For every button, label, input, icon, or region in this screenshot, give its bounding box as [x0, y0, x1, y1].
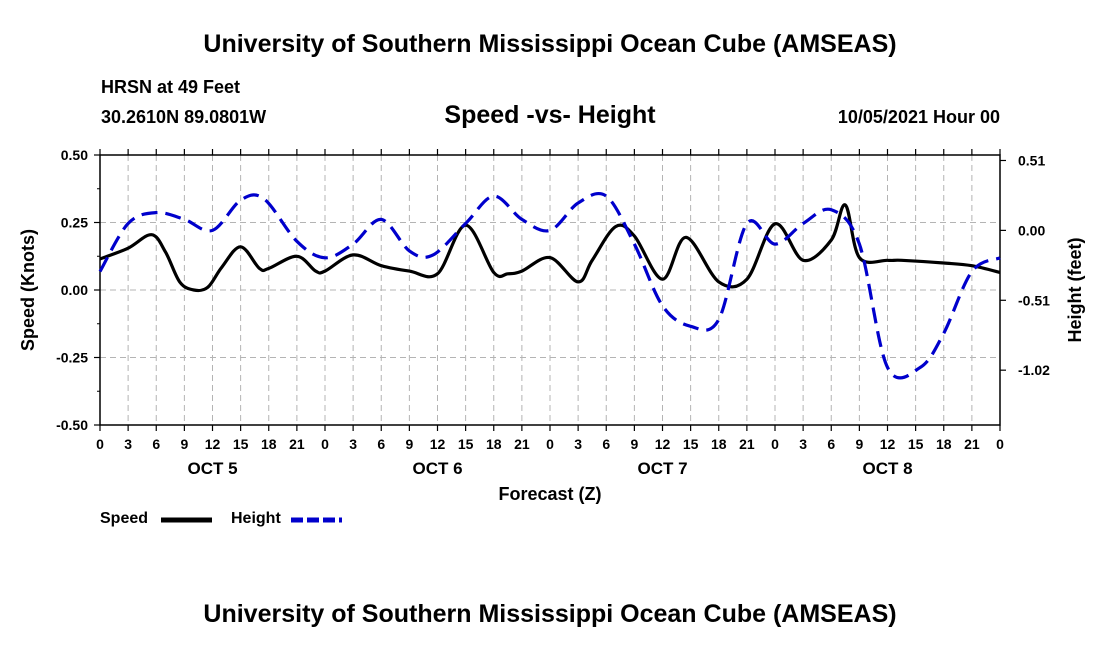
x-tick-label: 3	[124, 436, 132, 452]
y-tick-label: 0.00	[61, 282, 88, 298]
y2-tick-label: 0.00	[1018, 222, 1045, 238]
x-tick-label: 12	[430, 436, 446, 452]
chart-title: Speed -vs- Height	[444, 101, 656, 129]
x-tick-label: 21	[289, 436, 305, 452]
y-axis-label: Speed (Knots)	[18, 229, 38, 351]
y-tick-label: -0.50	[56, 417, 88, 433]
x-axis-label: Forecast (Z)	[498, 484, 601, 504]
x-tick-label: 15	[458, 436, 474, 452]
x-tick-label: 0	[546, 436, 554, 452]
x-tick-label: 9	[855, 436, 863, 452]
x-tick-label: 12	[655, 436, 671, 452]
x-tick-label: 0	[771, 436, 779, 452]
day-label: OCT 6	[412, 459, 462, 478]
forecast-datetime: 10/05/2021 Hour 00	[837, 107, 1000, 127]
y-tick-label: 0.25	[61, 215, 88, 231]
x-tick-label: 0	[96, 436, 104, 452]
x-tick-label: 9	[405, 436, 413, 452]
x-tick-label: 12	[880, 436, 896, 452]
x-tick-label: 18	[936, 436, 952, 452]
x-tick-label: 9	[630, 436, 638, 452]
x-tick-label: 15	[233, 436, 249, 452]
coordinates-label: 30.2610N 89.0801W	[101, 107, 267, 127]
y2-tick-label: -1.02	[1018, 362, 1050, 378]
x-tick-label: 6	[827, 436, 835, 452]
x-tick-label: 15	[908, 436, 924, 452]
day-label: OCT 7	[637, 459, 687, 478]
station-label: HRSN at 49 Feet	[101, 77, 241, 97]
x-tick-label: 18	[711, 436, 727, 452]
day-label: OCT 5	[187, 459, 237, 478]
height-series-line	[98, 191, 1001, 380]
x-tick-label: 3	[574, 436, 582, 452]
x-tick-label: 6	[377, 436, 385, 452]
page-title: University of Southern Mississippi Ocean…	[203, 30, 897, 58]
x-tick-label: 3	[349, 436, 357, 452]
x-tick-label: 12	[205, 436, 221, 452]
day-label: OCT 8	[862, 459, 912, 478]
speed-series-line	[99, 203, 1001, 293]
x-tick-label: 15	[683, 436, 699, 452]
y-tick-label: 0.50	[61, 147, 88, 163]
x-tick-label: 0	[996, 436, 1004, 452]
x-tick-label: 0	[321, 436, 329, 452]
y2-tick-label: 0.51	[1018, 152, 1045, 168]
x-tick-label: 18	[486, 436, 502, 452]
x-tick-label: 18	[261, 436, 277, 452]
y2-axis-label: Height (feet)	[1065, 238, 1085, 343]
x-tick-label: 6	[152, 436, 160, 452]
legend-speed-label: Speed	[100, 510, 149, 527]
x-tick-label: 9	[180, 436, 188, 452]
footer-title: University of Southern Mississippi Ocean…	[203, 600, 897, 628]
y2-tick-label: -0.51	[1018, 292, 1050, 308]
x-tick-label: 21	[964, 436, 980, 452]
x-tick-label: 6	[602, 436, 610, 452]
x-tick-label: 21	[514, 436, 530, 452]
x-tick-label: 3	[799, 436, 807, 452]
x-tick-label: 21	[739, 436, 755, 452]
y-tick-label: -0.25	[56, 350, 88, 366]
legend-height-label: Height	[231, 510, 281, 527]
